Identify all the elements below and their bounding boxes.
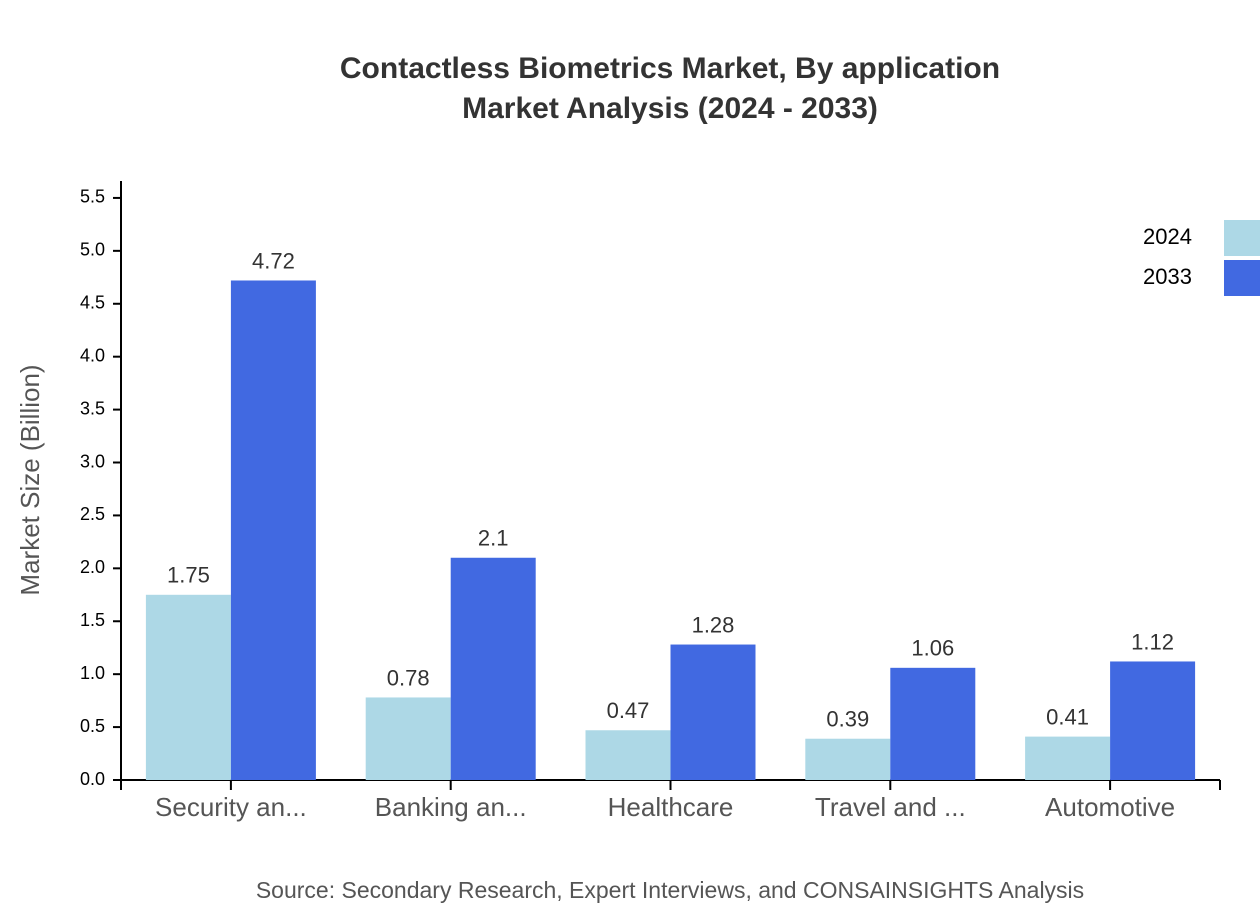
bar: [450, 557, 536, 780]
x-tick-label: Banking an...: [375, 792, 527, 822]
y-axis-label: Market Size (Billion): [15, 364, 45, 595]
value-label: 1.28: [692, 612, 735, 637]
y-tick-label: 5.0: [80, 240, 105, 260]
value-label: 0.78: [387, 665, 430, 690]
legend-swatch: [1224, 220, 1260, 256]
value-label: 1.75: [167, 563, 210, 588]
bar: [145, 594, 231, 780]
bar: [365, 697, 451, 780]
legend-label: 2024: [1143, 224, 1192, 249]
chart-subtitle: Market Analysis (2024 - 2033): [462, 92, 878, 125]
x-tick-label: Travel and ...: [815, 792, 966, 822]
legend-swatch: [1224, 260, 1260, 296]
x-tick-label: Healthcare: [608, 792, 734, 822]
chart-title: Contactless Biometrics Market, By applic…: [340, 52, 1000, 85]
x-tick-label: Automotive: [1045, 792, 1175, 822]
value-label: 1.12: [1131, 629, 1174, 654]
y-tick-label: 1.5: [80, 610, 105, 630]
y-tick-label: 0.0: [80, 769, 105, 789]
bar: [1025, 736, 1111, 780]
bar: [670, 644, 756, 780]
y-tick-label: 4.0: [80, 345, 105, 365]
bar: [585, 730, 671, 780]
value-label: 0.41: [1046, 704, 1089, 729]
bar: [230, 280, 316, 780]
x-tick-label: Security an...: [155, 792, 307, 822]
y-tick-label: 3.5: [80, 398, 105, 418]
value-label: 0.39: [826, 707, 869, 732]
y-tick-label: 1.0: [80, 663, 105, 683]
y-tick-label: 3.0: [80, 451, 105, 471]
bar: [1110, 661, 1196, 780]
bar: [805, 738, 891, 780]
y-tick-label: 2.0: [80, 557, 105, 577]
value-label: 4.72: [252, 248, 295, 273]
y-tick-label: 4.5: [80, 293, 105, 313]
value-label: 2.1: [478, 526, 509, 551]
source-note: Source: Secondary Research, Expert Inter…: [256, 877, 1084, 903]
y-tick-label: 5.5: [80, 187, 105, 207]
y-tick-label: 0.5: [80, 716, 105, 736]
value-label: 1.06: [911, 636, 954, 661]
bar: [890, 667, 976, 780]
y-tick-label: 2.5: [80, 504, 105, 524]
legend-label: 2033: [1143, 264, 1192, 289]
value-label: 0.47: [607, 698, 650, 723]
